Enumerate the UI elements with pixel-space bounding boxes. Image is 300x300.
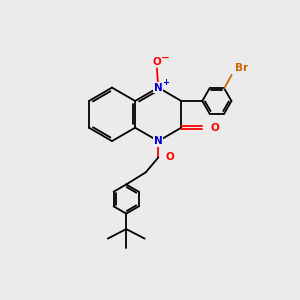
Text: Br: Br [235,64,248,74]
Text: −: − [161,53,170,63]
Text: O: O [166,152,175,162]
Text: N: N [154,82,163,93]
Text: N: N [154,136,163,146]
Text: O: O [210,123,219,133]
Text: O: O [152,57,161,67]
Text: +: + [162,78,169,87]
